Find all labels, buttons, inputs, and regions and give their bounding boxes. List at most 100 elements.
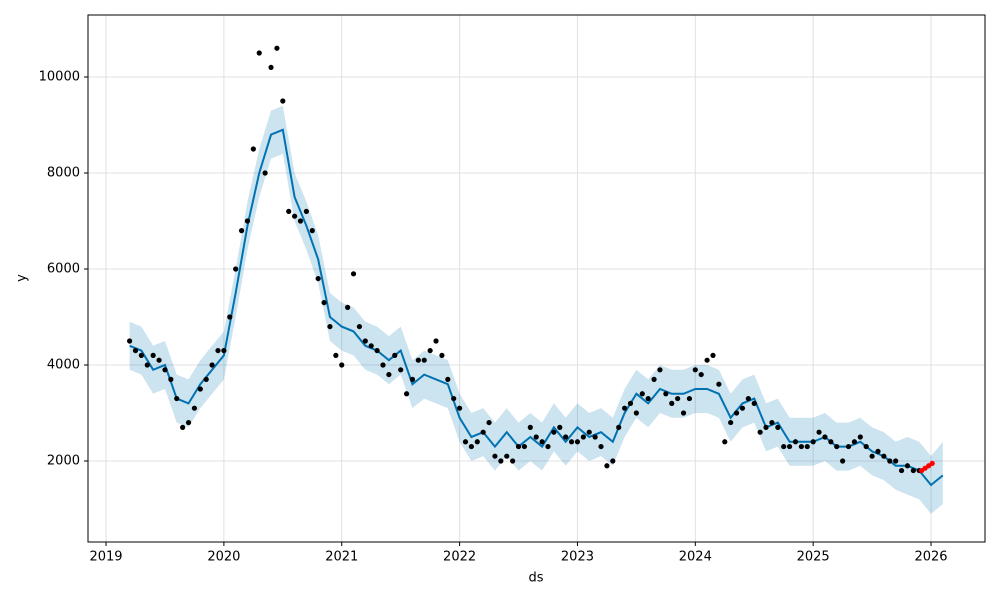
observed-point — [751, 400, 757, 406]
observed-point — [203, 376, 209, 382]
observed-point — [792, 439, 799, 445]
observed-point — [374, 347, 380, 354]
observed-point — [380, 362, 386, 368]
observed-point — [280, 98, 286, 104]
observed-point — [392, 352, 398, 358]
observed-point — [757, 429, 763, 435]
observed-point — [527, 424, 533, 430]
observed-point — [274, 45, 280, 51]
y-axis-label: y — [15, 274, 30, 282]
y-tick-label: 8000 — [47, 166, 80, 181]
x-tick-label: 2021 — [325, 550, 358, 565]
observed-point — [893, 458, 899, 464]
observed-point — [657, 367, 663, 373]
observed-point — [887, 458, 893, 464]
recent-point — [929, 460, 935, 466]
observed-point — [409, 376, 416, 382]
observed-point — [898, 467, 905, 474]
observed-point — [486, 419, 492, 426]
observed-point — [321, 299, 327, 306]
observed-point — [616, 424, 622, 430]
observed-point — [733, 410, 740, 416]
x-tick-label: 2025 — [797, 550, 830, 565]
y-tick-label: 10000 — [39, 70, 80, 85]
observed-point — [303, 208, 309, 215]
observed-point — [362, 338, 368, 344]
observed-point — [669, 400, 675, 406]
observed-point — [598, 443, 604, 450]
observed-point — [215, 347, 221, 354]
observed-point — [828, 439, 834, 445]
x-tick-label: 2022 — [443, 550, 476, 565]
observed-point — [533, 434, 539, 440]
observed-point — [197, 386, 203, 392]
forecast-line — [129, 128, 944, 487]
observed-point — [333, 352, 339, 358]
observed-point — [427, 347, 433, 354]
observed-point — [563, 434, 569, 440]
observed-point — [875, 448, 881, 454]
observed-point — [745, 395, 751, 402]
observed-point — [834, 443, 840, 450]
observed-point — [769, 419, 775, 426]
observed-point — [433, 338, 439, 344]
observed-point — [297, 218, 304, 224]
observed-point — [686, 395, 693, 402]
observed-point — [610, 458, 616, 464]
observed-point — [244, 218, 251, 224]
uncertainty-band — [129, 105, 943, 514]
observed-point — [439, 352, 445, 358]
observed-point — [315, 275, 321, 282]
x-tick-label: 2024 — [679, 550, 712, 565]
observed-point — [456, 405, 463, 411]
observed-point — [651, 376, 657, 382]
observed-point — [568, 439, 575, 445]
observed-point — [692, 367, 698, 373]
observed-point — [621, 405, 628, 411]
observed-point — [557, 424, 563, 430]
observed-point — [474, 439, 480, 445]
observed-point — [132, 347, 139, 354]
observed-point — [250, 146, 256, 152]
observed-point — [238, 227, 245, 234]
x-tick-label: 2023 — [561, 550, 594, 565]
x-tick-label: 2020 — [207, 550, 240, 565]
observed-point — [398, 367, 404, 373]
observed-point — [869, 453, 875, 459]
observed-point — [286, 208, 292, 215]
observed-point — [798, 443, 804, 450]
observed-point — [174, 395, 180, 402]
observed-point — [180, 424, 186, 430]
observed-point — [350, 271, 357, 277]
observed-point — [445, 376, 451, 382]
observed-point — [680, 410, 687, 416]
observed-point — [539, 439, 545, 445]
observed-point — [510, 458, 516, 464]
observed-point — [863, 443, 869, 450]
y-tick-label: 4000 — [47, 357, 80, 372]
observed-point — [775, 424, 781, 430]
observed-point — [356, 323, 363, 330]
observed-point — [403, 391, 410, 397]
observed-point — [504, 453, 510, 459]
observed-point — [840, 458, 846, 464]
observed-point — [851, 439, 858, 445]
observed-point — [639, 391, 645, 397]
x-tick-label: 2026 — [914, 550, 947, 565]
observed-point — [309, 227, 315, 234]
observed-point — [421, 357, 427, 363]
observed-point — [327, 323, 333, 330]
observed-point — [580, 434, 586, 440]
observed-point — [704, 357, 710, 363]
observed-point — [881, 453, 887, 459]
y-tick-label: 6000 — [47, 261, 80, 276]
observed-point — [191, 405, 198, 411]
x-tick-label: 2019 — [89, 550, 122, 565]
observed-point — [722, 439, 728, 445]
observed-point — [127, 338, 133, 344]
observed-point — [168, 376, 174, 382]
observed-point — [451, 395, 457, 402]
observed-point — [810, 439, 816, 445]
observed-point — [574, 439, 581, 445]
